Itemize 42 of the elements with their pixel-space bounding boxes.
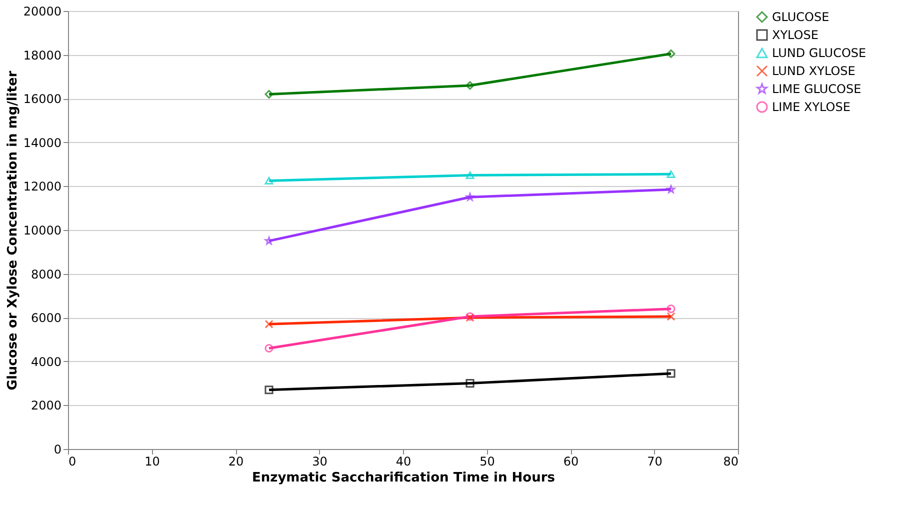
point	[466, 192, 474, 201]
y-tick-label: 16000	[23, 92, 62, 106]
y-tick-label: 18000	[23, 48, 62, 62]
y-tick-label: 14000	[23, 136, 62, 150]
y-tick-label: 8000	[30, 267, 62, 282]
legend-label: LUND GLUCOSE	[772, 46, 866, 60]
point	[666, 369, 676, 378]
point	[466, 379, 474, 388]
x-tick-label: 0	[68, 454, 76, 468]
point	[264, 344, 274, 353]
y-tick-label: 4000	[30, 354, 62, 369]
point	[264, 386, 274, 394]
legend-label: GLUCOSE	[772, 10, 830, 24]
y-tick-label: 6000	[30, 311, 62, 326]
x-tick-label: 40	[396, 454, 412, 468]
legend-label: LIME XYLOSE	[772, 100, 850, 114]
x-axis-title: Enzymatic Saccharification Time in Hours	[252, 470, 556, 486]
x-tick-label: 70	[647, 454, 662, 468]
legend-label: XYLOSE	[772, 28, 818, 42]
point	[466, 171, 474, 180]
legend-label: LUND XYLOSE	[772, 64, 856, 78]
point	[666, 170, 676, 178]
x-tick-label: 80	[723, 454, 738, 468]
y-tick-label: 0	[54, 442, 62, 456]
point	[264, 176, 274, 185]
y-tick-label: 12000	[23, 180, 62, 194]
point	[666, 304, 676, 314]
point	[666, 312, 676, 321]
y-axis-title: Glucose or Xylose Concentration in mg/liter	[5, 70, 20, 390]
x-tick-label: 30	[312, 454, 328, 468]
point	[466, 81, 474, 90]
point	[666, 49, 676, 58]
y-tick-label: 10000	[23, 224, 62, 238]
legend-label: LIME GLUCOSE	[772, 82, 862, 96]
y-tick-label: 2000	[30, 398, 62, 413]
y-tick-label: 20000	[23, 4, 62, 18]
x-tick-label: 50	[480, 454, 495, 468]
point	[264, 90, 274, 99]
x-tick-label: 10	[144, 454, 160, 468]
x-tick-label: 20	[228, 454, 244, 468]
x-tick-label: 60	[563, 454, 579, 468]
point	[264, 320, 274, 328]
